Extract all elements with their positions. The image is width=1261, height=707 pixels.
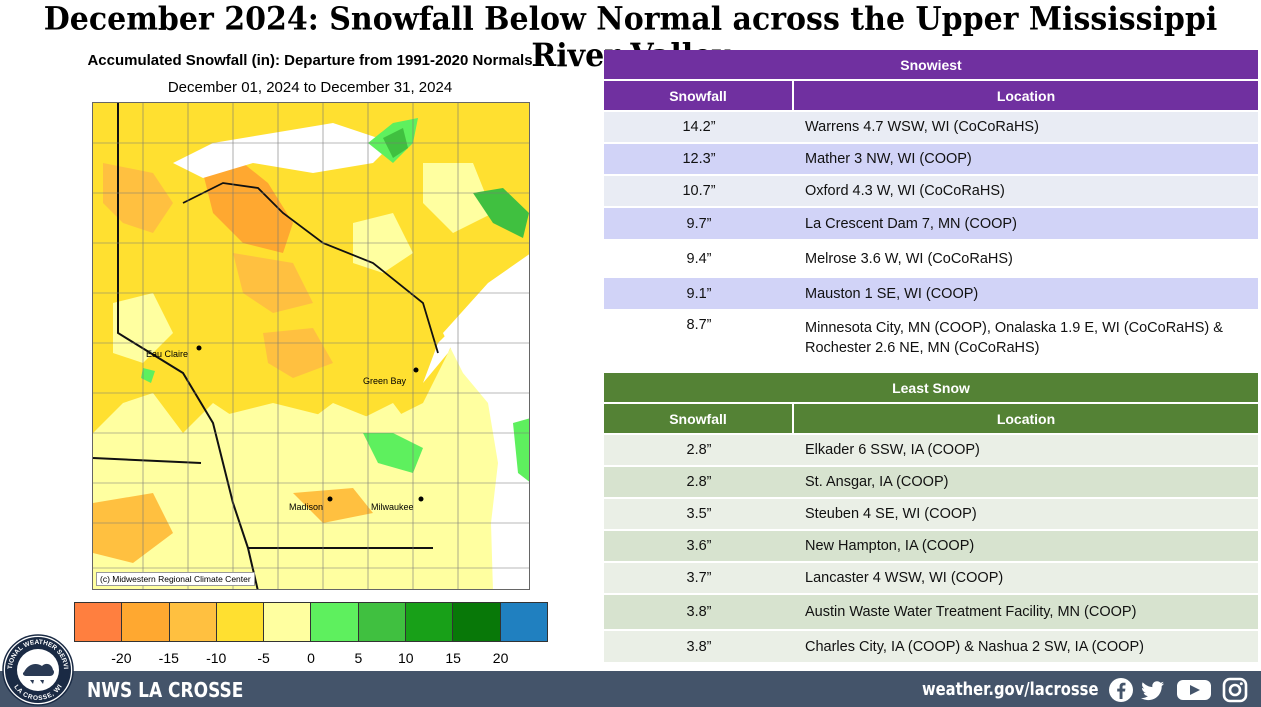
facebook-icon[interactable] xyxy=(1108,677,1134,703)
legend-label: 5 xyxy=(354,650,363,666)
legend-label: 20 xyxy=(492,650,509,666)
legend-label: -5 xyxy=(257,650,270,666)
header-location: Location xyxy=(996,411,1056,427)
legend-label: 15 xyxy=(445,650,461,666)
legend-swatch xyxy=(169,603,217,641)
table-row: 2.8” Elkader 6 SSW, IA (COOP) xyxy=(604,435,1258,467)
legend-labels: -20 -15 -10 -5 0 5 10 15 20 xyxy=(74,650,548,666)
table-row: 3.5” Steuben 4 SE, WI (COOP) xyxy=(604,499,1258,531)
map-title: Accumulated Snowfall (in): Departure fro… xyxy=(87,52,533,69)
map-graphic: Eau Claire Green Bay Madison Milwaukee xyxy=(93,103,529,589)
legend-label: -10 xyxy=(206,650,227,666)
snowfall-value: 9.1” xyxy=(686,285,712,302)
least-snow-band: Least Snow xyxy=(604,373,1258,404)
table-row: 2.8” St. Ansgar, IA (COOP) xyxy=(604,467,1258,499)
snowfall-value: 12.3” xyxy=(682,151,716,167)
least-header-row: Snowfall Location xyxy=(604,404,1258,435)
location-value: Charles City, IA (COOP) & Nashua 2 SW, I… xyxy=(805,638,1144,655)
table-row: 8.7” Minnesota City, MN (COOP), Onalaska… xyxy=(604,311,1258,367)
twitter-icon[interactable] xyxy=(1140,677,1166,703)
legend-label: -15 xyxy=(158,650,179,666)
legend-swatch xyxy=(264,603,312,641)
legend-swatch xyxy=(453,603,501,641)
header-snowfall: Snowfall xyxy=(604,404,794,433)
city-label-green-bay: Green Bay xyxy=(363,376,407,386)
legend-label: -20 xyxy=(111,650,132,666)
legend-swatch xyxy=(311,603,359,641)
city-label-madison: Madison xyxy=(289,502,323,512)
location-value: Mather 3 NW, WI (COOP) xyxy=(805,151,972,167)
footer-bar: NWS LA CROSSE weather.gov/lacrosse xyxy=(0,671,1261,707)
footer-url-link[interactable]: weather.gov/lacrosse xyxy=(922,679,1099,700)
snowfall-value: 14.2” xyxy=(682,119,716,135)
table-row: 10.7” Oxford 4.3 W, WI (CoCoRaHS) xyxy=(604,176,1258,208)
youtube-icon[interactable] xyxy=(1176,677,1212,703)
legend-swatch xyxy=(216,603,265,641)
city-label-eau-claire: Eau Claire xyxy=(146,349,188,359)
location-value: New Hampton, IA (COOP) xyxy=(805,538,975,554)
table-row: 3.7” Lancaster 4 WSW, WI (COOP) xyxy=(604,563,1258,595)
legend-label: 10 xyxy=(398,650,414,666)
table-row: 14.2” Warrens 4.7 WSW, WI (CoCoRaHS) xyxy=(604,112,1258,144)
table-row: 3.6” New Hampton, IA (COOP) xyxy=(604,531,1258,563)
table-row: 9.7” La Crescent Dam 7, MN (COOP) xyxy=(604,208,1258,241)
snowfall-departure-map: Eau Claire Green Bay Madison Milwaukee (… xyxy=(92,102,530,590)
legend-swatch xyxy=(75,603,123,641)
snowiest-header-row: Snowfall Location xyxy=(604,81,1258,112)
table-row: 12.3” Mather 3 NW, WI (COOP) xyxy=(604,144,1258,176)
location-value: Melrose 3.6 W, WI (CoCoRaHS) xyxy=(805,250,1013,267)
snowfall-value: 3.8” xyxy=(686,604,712,620)
table-row: 9.4” Melrose 3.6 W, WI (CoCoRaHS) xyxy=(604,241,1258,278)
location-value: Elkader 6 SSW, IA (COOP) xyxy=(805,442,980,458)
snowfall-value: 9.4” xyxy=(686,250,712,267)
table-row: 3.8” Austin Waste Water Treatment Facili… xyxy=(604,595,1258,631)
location-value: Minnesota City, MN (COOP), Onalaska 1.9 … xyxy=(805,320,1223,356)
nws-logo: NATIONAL WEATHER SERVICE LA CROSSE, WI xyxy=(2,634,74,706)
city-label-milwaukee: Milwaukee xyxy=(371,502,414,512)
location-value: La Crescent Dam 7, MN (COOP) xyxy=(805,215,1017,232)
location-value: Austin Waste Water Treatment Facility, M… xyxy=(805,604,1137,620)
snowfall-value: 8.7” xyxy=(686,317,712,333)
snowfall-value: 2.8” xyxy=(686,442,712,458)
snowfall-value: 2.8” xyxy=(686,474,712,490)
snowiest-table: Snowiest Snowfall Location 14.2” Warrens… xyxy=(604,50,1258,367)
map-legend xyxy=(74,602,548,642)
location-value: Steuben 4 SE, WI (COOP) xyxy=(805,506,977,522)
header-snowfall: Snowfall xyxy=(604,81,794,110)
snowfall-value: 3.6” xyxy=(686,538,712,554)
map-subtitle: December 01, 2024 to December 31, 2024 xyxy=(167,79,453,96)
snowfall-value: 9.7” xyxy=(686,215,712,232)
header-location: Location xyxy=(996,88,1056,104)
footer-office-name: NWS LA CROSSE xyxy=(87,678,244,702)
legend-swatch xyxy=(406,603,454,641)
snowfall-value: 10.7” xyxy=(682,183,716,199)
location-value: Lancaster 4 WSW, WI (COOP) xyxy=(805,570,1004,586)
least-snow-table: Least Snow Snowfall Location 2.8” Elkade… xyxy=(604,373,1258,664)
map-credit: (c) Midwestern Regional Climate Center xyxy=(96,572,255,586)
snowiest-band: Snowiest xyxy=(604,50,1258,81)
instagram-icon[interactable] xyxy=(1222,677,1248,703)
page-title: December 2024: Snowfall Below Normal acr… xyxy=(43,0,1218,75)
snowfall-value: 3.5” xyxy=(686,506,712,522)
legend-label: 0 xyxy=(307,650,315,666)
legend-swatch xyxy=(122,603,170,641)
legend-swatch xyxy=(358,603,407,641)
snowfall-value: 3.8” xyxy=(686,638,712,655)
legend-swatch xyxy=(500,603,547,641)
snowfall-value: 3.7” xyxy=(686,570,712,586)
table-row: 3.8” Charles City, IA (COOP) & Nashua 2 … xyxy=(604,631,1258,664)
location-value: Oxford 4.3 W, WI (CoCoRaHS) xyxy=(805,183,1005,199)
location-value: Mauston 1 SE, WI (COOP) xyxy=(805,285,979,302)
table-row: 9.1” Mauston 1 SE, WI (COOP) xyxy=(604,278,1258,311)
location-value: Warrens 4.7 WSW, WI (CoCoRaHS) xyxy=(805,119,1039,135)
location-value: St. Ansgar, IA (COOP) xyxy=(805,474,949,490)
